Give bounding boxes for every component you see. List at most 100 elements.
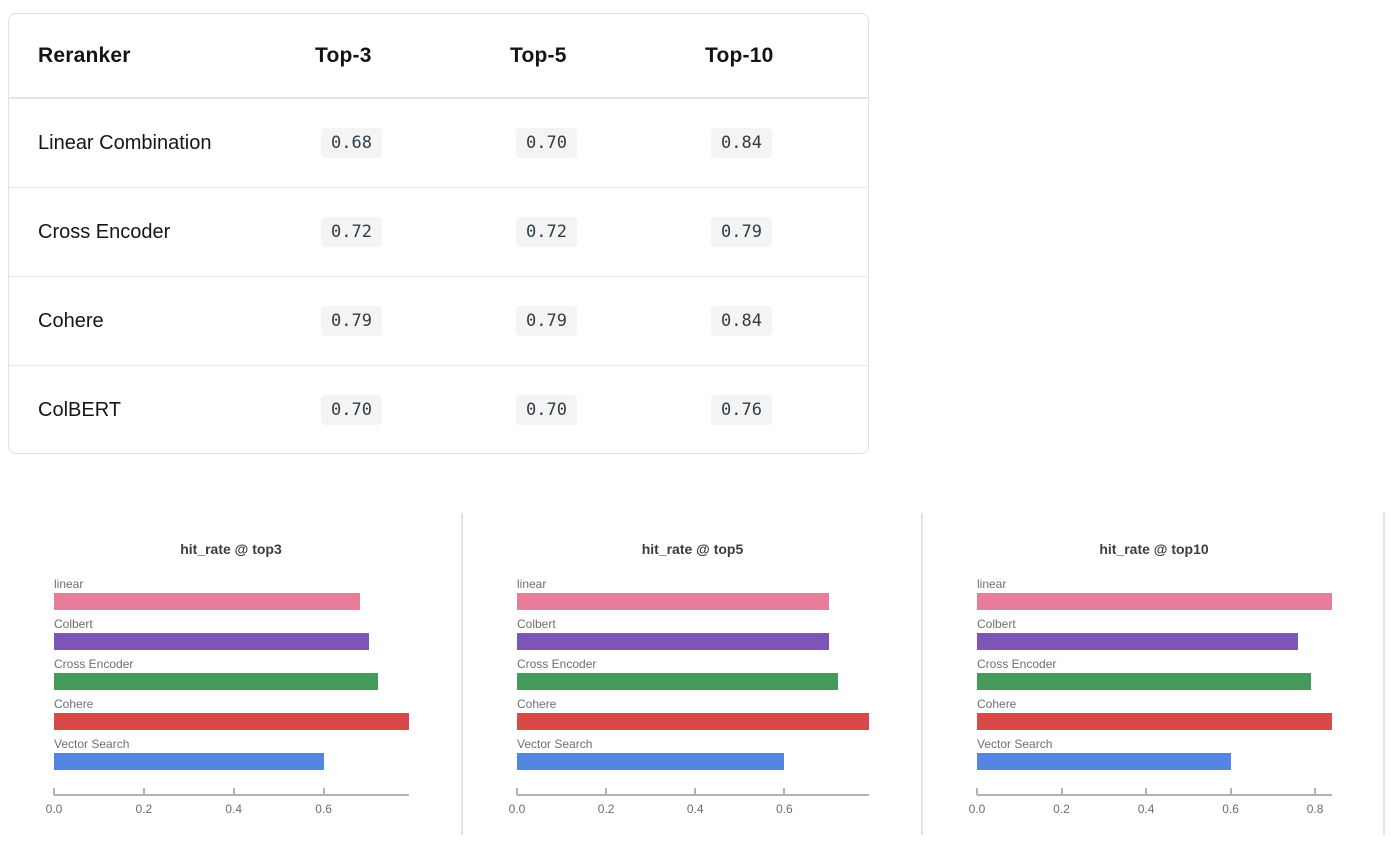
- tick-mark: [142, 788, 145, 795]
- metric-value: 0.76: [711, 394, 772, 426]
- bar-cross-encoder: [977, 673, 1311, 690]
- bar-colbert: [977, 633, 1299, 650]
- bar-label: Cross Encoder: [977, 657, 1057, 671]
- table-cell: 0.79: [315, 305, 510, 337]
- bar-cohere: [977, 713, 1332, 730]
- x-axis-line: [977, 794, 1332, 796]
- bar-cohere: [517, 713, 869, 730]
- bar-colbert: [54, 633, 369, 650]
- tick-label: 0.4: [686, 802, 704, 816]
- tick-label: 0.2: [135, 802, 153, 816]
- panel-divider: [1383, 513, 1385, 835]
- bar-group: Cohere: [977, 697, 1332, 730]
- table-row: ColBERT 0.70 0.70 0.76: [9, 365, 868, 454]
- plot-area: linear Colbert Cross Encoder Cohere Vect…: [977, 577, 1332, 777]
- bar-label: Cross Encoder: [517, 657, 597, 671]
- bar-group: Cross Encoder: [977, 657, 1332, 690]
- bar-label: linear: [54, 577, 84, 591]
- chart-title: hit_rate @ top5: [641, 541, 744, 557]
- tick-mark: [516, 788, 518, 795]
- tick-label: 0.6: [315, 802, 332, 816]
- chart-title: hit_rate @ top3: [180, 541, 282, 557]
- bar-group: Cross Encoder: [517, 657, 869, 690]
- bar-group: Colbert: [517, 617, 869, 650]
- tick-label: 0.2: [1053, 802, 1070, 816]
- tick-mark: [1060, 788, 1063, 795]
- table-cell: 0.70: [510, 394, 705, 426]
- bar-colbert: [517, 633, 829, 650]
- bar-group: Cross Encoder: [54, 657, 409, 690]
- bar-cross-encoder: [54, 673, 378, 690]
- plot-area: linear Colbert Cross Encoder Cohere Vect…: [517, 577, 869, 777]
- tick-mark: [976, 788, 978, 795]
- chart-hit-rate-top10: hit_rate @ top10 linear Colbert Cross En…: [923, 515, 1385, 837]
- bar-vector-search: [54, 753, 324, 770]
- table-cell: 0.79: [705, 216, 868, 248]
- reranker-results-table: Reranker Top-3 Top-5 Top-10 Linear Combi…: [8, 13, 869, 454]
- bar-group: linear: [517, 577, 869, 610]
- metric-value: 0.79: [516, 305, 577, 337]
- tick-mark: [694, 788, 697, 795]
- table-cell: 0.84: [705, 305, 868, 337]
- x-axis: 0.0 0.2 0.4 0.6: [46, 788, 409, 816]
- column-header-top3: Top-3: [315, 43, 372, 67]
- tick-label: 0.6: [775, 802, 793, 816]
- bar-cross-encoder: [517, 673, 838, 690]
- reranker-name: ColBERT: [38, 398, 121, 421]
- panel-divider: [461, 513, 463, 835]
- bar-group: Cohere: [517, 697, 869, 730]
- bar-label: linear: [977, 577, 1007, 591]
- plot-area: linear Colbert Cross Encoder Cohere Vect…: [54, 577, 409, 777]
- hit-rate-charts: hit_rate @ top3 linear Colbert Cross Enc…: [0, 513, 1400, 845]
- x-axis: 0.0 0.2 0.4 0.6: [509, 788, 869, 816]
- bar-label: Vector Search: [54, 737, 130, 751]
- tick-label: 0.6: [1222, 802, 1239, 816]
- tick-label: 0.0: [968, 802, 986, 816]
- tick-label: 0.0: [508, 802, 526, 816]
- metric-value: 0.72: [321, 216, 382, 248]
- column-header-top10: Top-10: [705, 43, 774, 67]
- tick-mark: [53, 788, 55, 795]
- table-cell: 0.79: [510, 305, 705, 337]
- bar-group: Vector Search: [517, 737, 869, 770]
- bar-label: Vector Search: [517, 737, 593, 751]
- tick-label: 0.2: [597, 802, 615, 816]
- tick-mark: [1145, 788, 1148, 795]
- table-cell: 0.72: [510, 216, 705, 248]
- bar-label: Vector Search: [977, 737, 1053, 751]
- metric-value: 0.70: [516, 127, 577, 159]
- chart-title: hit_rate @ top10: [1099, 541, 1209, 557]
- x-axis-line: [517, 794, 869, 796]
- bar-group: Colbert: [977, 617, 1332, 650]
- metric-value: 0.84: [711, 305, 772, 337]
- bar-linear: [517, 593, 829, 610]
- bar-label: Cohere: [54, 697, 94, 711]
- table-cell: 0.84: [705, 127, 868, 159]
- tick-mark: [1229, 788, 1232, 795]
- tick-label: 0.4: [225, 802, 243, 816]
- table-cell: 0.72: [315, 216, 510, 248]
- bar-label: Cross Encoder: [54, 657, 134, 671]
- column-header-top5: Top-5: [510, 43, 567, 67]
- tick-mark: [605, 788, 608, 795]
- tick-mark: [322, 788, 325, 795]
- tick-mark: [232, 788, 235, 795]
- bar-linear: [54, 593, 360, 610]
- table-cell: 0.76: [705, 394, 868, 426]
- chart-hit-rate-top3: hit_rate @ top3 linear Colbert Cross Enc…: [0, 515, 462, 837]
- bar-group: Cohere: [54, 697, 409, 730]
- tick-label: 0.0: [45, 802, 63, 816]
- bar-group: linear: [54, 577, 409, 610]
- metric-value: 0.68: [321, 127, 382, 159]
- x-axis: 0.0 0.2 0.4 0.6 0.8: [969, 788, 1332, 816]
- column-header-reranker: Reranker: [38, 43, 131, 67]
- bar-group: Colbert: [54, 617, 409, 650]
- table-row: Cross Encoder 0.72 0.72 0.79: [9, 187, 868, 276]
- bar-cohere: [54, 713, 409, 730]
- table-row: Linear Combination 0.68 0.70 0.84: [9, 98, 868, 187]
- metric-value: 0.72: [516, 216, 577, 248]
- bar-group: Vector Search: [54, 737, 409, 770]
- table-cell: 0.70: [510, 127, 705, 159]
- bar-label: Cohere: [977, 697, 1017, 711]
